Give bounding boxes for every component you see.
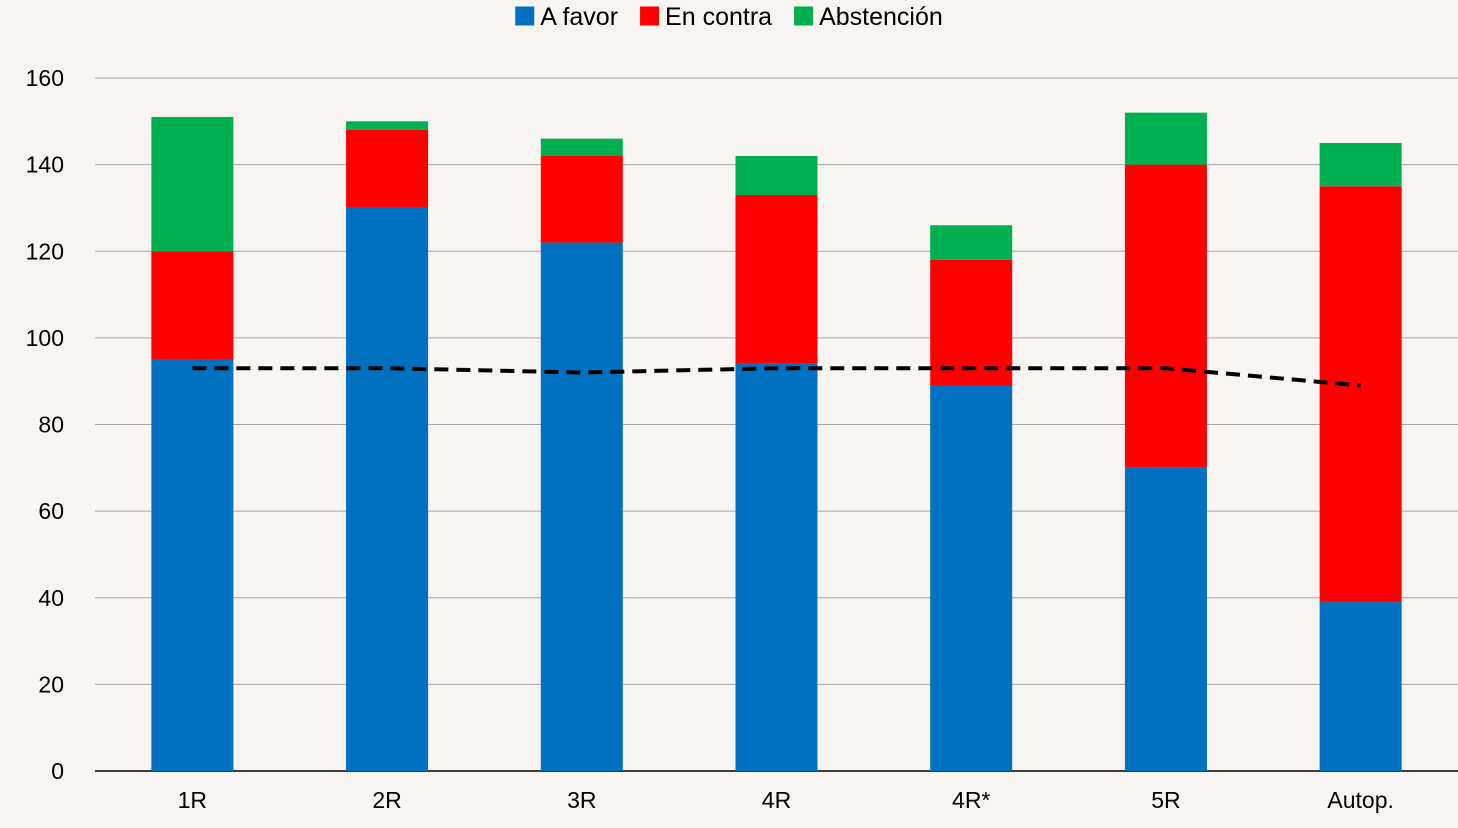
bar-segment (1319, 186, 1402, 603)
legend-label: Abstención (819, 3, 943, 31)
legend-label: A favor (540, 3, 618, 31)
bar-segment (735, 363, 818, 771)
x-tick-label: 2R (372, 787, 401, 813)
bar-segment (151, 359, 234, 771)
y-tick-label: 40 (38, 585, 64, 611)
bar-segment (151, 116, 234, 252)
y-tick-label: 60 (38, 498, 64, 524)
threshold-line-group (192, 366, 1361, 388)
bar-segment (540, 138, 623, 156)
x-axis-ticks: 1R 2R 3R 4R 4R* 5R Autop. (178, 787, 1394, 813)
legend-swatch (794, 6, 814, 26)
bar-segment (1319, 142, 1402, 187)
bar-segment (930, 385, 1013, 771)
x-tick-label: 5R (1151, 787, 1180, 813)
y-tick-label: 160 (26, 65, 64, 91)
y-tick-label: 80 (38, 412, 64, 438)
bars (151, 112, 1402, 771)
bar-segment (346, 121, 429, 130)
y-axis-ticks: 0 20 40 60 80 100 120 140 160 (26, 65, 64, 784)
bar-segment (735, 194, 818, 364)
x-tick-label: 3R (567, 787, 596, 813)
x-tick-label: 4R* (952, 787, 990, 813)
legend: A favor En contra Abstención (515, 3, 943, 31)
bar-segment (540, 242, 623, 771)
y-tick-label: 120 (26, 238, 64, 264)
threshold-line (192, 366, 1361, 388)
x-tick-label: 1R (178, 787, 207, 813)
bar-segment (1319, 602, 1402, 771)
bar-segment (930, 225, 1013, 260)
bar-segment (151, 251, 234, 360)
y-tick-label: 0 (51, 758, 64, 784)
bar-segment (540, 155, 623, 243)
bar-segment (1124, 112, 1207, 165)
bar-segment (1124, 164, 1207, 468)
y-tick-label: 20 (38, 671, 64, 697)
bar-segment (346, 207, 429, 771)
bar-segment (346, 129, 429, 208)
legend-label: En contra (665, 3, 772, 31)
legend-swatch (515, 6, 535, 26)
legend-swatch (640, 6, 660, 26)
bar-segment (735, 155, 818, 195)
bar-segment (1124, 467, 1207, 771)
y-tick-label: 100 (26, 325, 64, 351)
bar-segment (930, 259, 1013, 386)
y-tick-label: 140 (26, 152, 64, 178)
x-tick-label: 4R (762, 787, 791, 813)
x-tick-label: Autop. (1327, 787, 1394, 813)
